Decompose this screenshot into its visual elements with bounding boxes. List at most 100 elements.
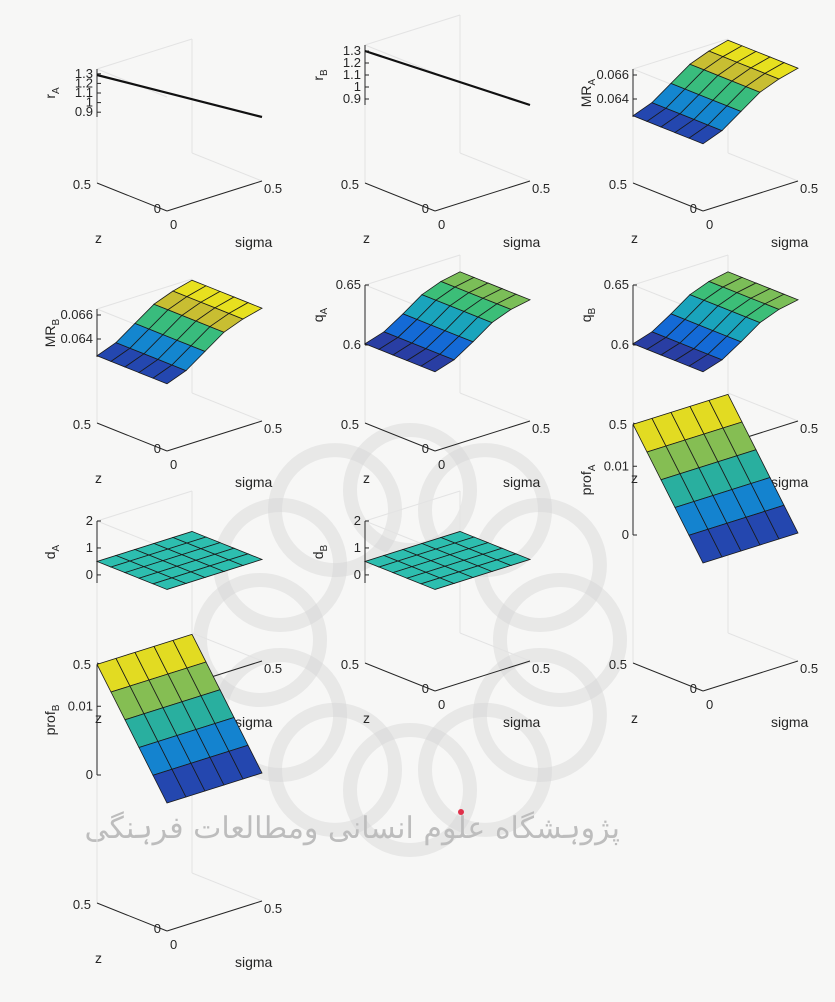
rosette-petal-icon bbox=[493, 573, 627, 707]
sigma-axis-label: sigma bbox=[771, 474, 809, 490]
z-depth-axis bbox=[96, 182, 168, 212]
depth-tick-label: 0 bbox=[690, 201, 697, 216]
z-axis-label: qB bbox=[578, 307, 598, 322]
grid-line bbox=[96, 278, 193, 310]
sigma-axis bbox=[434, 180, 531, 212]
sigma-tick-label: 0.5 bbox=[800, 181, 818, 196]
depth-tick-label: 0.5 bbox=[73, 897, 91, 912]
depth-axis-label: z bbox=[95, 950, 102, 966]
grid-line bbox=[364, 14, 461, 46]
z-tick-label: 1.1 bbox=[343, 67, 361, 82]
z-axis-label-main: MR bbox=[578, 85, 594, 107]
rosette-petal-icon bbox=[418, 702, 552, 837]
grid-line bbox=[364, 490, 461, 522]
z-tick-label: 2 bbox=[354, 513, 361, 528]
panel-rB: 0.911.11.21.3 0.5 00 0.5 sigma z rB bbox=[310, 14, 550, 250]
rosette-petal-icon bbox=[472, 648, 607, 782]
sigma-tick-label: 0.5 bbox=[532, 181, 550, 196]
z-depth-axis bbox=[364, 662, 436, 692]
z-axis-label-main: r bbox=[42, 94, 58, 99]
sigma-axis-label: sigma bbox=[235, 234, 273, 250]
sigma-tick-label: 0 bbox=[170, 457, 177, 472]
z-axis-label-sub: A bbox=[587, 78, 598, 85]
sigma-tick-label: 0.5 bbox=[532, 661, 550, 676]
sigma-tick-label: 0 bbox=[438, 217, 445, 232]
depth-tick-label: 0 bbox=[422, 681, 429, 696]
z-tick-label: 1 bbox=[86, 540, 93, 555]
z-tick-label: 2 bbox=[86, 513, 93, 528]
z-axis-label: dA bbox=[42, 544, 62, 559]
depth-axis-label: z bbox=[363, 710, 370, 726]
depth-axis-label: z bbox=[363, 470, 370, 486]
rosette-petal-icon bbox=[193, 573, 327, 707]
grid-line bbox=[364, 254, 461, 286]
sigma-tick-label: 0.5 bbox=[800, 421, 818, 436]
z-tick-label: 0 bbox=[86, 767, 93, 782]
watermark-text: پژوہشگاه علوم انسانی ومطالعات فرہنگی bbox=[84, 811, 620, 846]
grid-line bbox=[191, 872, 263, 902]
depth-axis-label: z bbox=[631, 710, 638, 726]
z-tick-label: 0.064 bbox=[596, 91, 629, 106]
sigma-tick-label: 0.5 bbox=[264, 901, 282, 916]
z-tick-label: 1.2 bbox=[75, 75, 93, 90]
z-axis-label-main: q bbox=[578, 314, 594, 322]
panel-MRB: 0.064 0.066 0.5 00 0.5 sigma z MRB bbox=[42, 278, 282, 490]
sigma-axis-label: sigma bbox=[503, 714, 541, 730]
depth-tick-label: 0.5 bbox=[73, 177, 91, 192]
grid-line bbox=[632, 254, 729, 286]
depth-tick-label: 0 bbox=[422, 201, 429, 216]
grid-line bbox=[191, 632, 263, 662]
z-depth-axis bbox=[364, 182, 436, 212]
sigma-axis-label: sigma bbox=[771, 234, 809, 250]
surface-patch bbox=[764, 293, 799, 310]
z-tick-label: 0 bbox=[354, 567, 361, 582]
z-axis-label: dB bbox=[310, 544, 330, 559]
sigma-axis-label: sigma bbox=[235, 714, 273, 730]
sigma-tick-label: 0 bbox=[438, 697, 445, 712]
z-tick-label: 0.6 bbox=[343, 337, 361, 352]
z-tick-label: 1.1 bbox=[75, 85, 93, 100]
surface-patch bbox=[496, 293, 531, 310]
sigma-tick-label: 0.5 bbox=[264, 661, 282, 676]
z-tick-label: 1.3 bbox=[343, 43, 361, 58]
grid-line bbox=[727, 392, 799, 422]
rosette-petal-icon bbox=[268, 702, 402, 837]
sigma-axis bbox=[434, 660, 531, 692]
depth-tick-label: 0.5 bbox=[341, 657, 359, 672]
sigma-tick-label: 0 bbox=[170, 937, 177, 952]
z-axis-label: qA bbox=[310, 307, 330, 322]
z-axis-label: rB bbox=[310, 69, 330, 81]
sigma-axis-label: sigma bbox=[235, 474, 273, 490]
rosette-petal-icon bbox=[268, 443, 402, 578]
sigma-axis bbox=[434, 420, 531, 452]
z-axis-label-sub: B bbox=[51, 318, 62, 325]
sigma-tick-label: 0 bbox=[706, 217, 713, 232]
depth-tick-label: 0.5 bbox=[609, 417, 627, 432]
z-tick-label: 0.064 bbox=[60, 331, 93, 346]
depth-axis-label: z bbox=[95, 710, 102, 726]
depth-tick-label: 0.5 bbox=[609, 177, 627, 192]
z-axis-label: profB bbox=[42, 704, 62, 735]
depth-tick-label: 0.5 bbox=[609, 657, 627, 672]
panel-qA: 0.6 0.65 0.5 00 0.5 sigma z qA bbox=[310, 254, 550, 490]
depth-axis-label: z bbox=[95, 230, 102, 246]
z-axis-label: rA bbox=[42, 87, 62, 99]
z-tick-label: 1.2 bbox=[343, 55, 361, 70]
sigma-axis bbox=[702, 660, 799, 692]
z-depth-axis bbox=[632, 662, 704, 692]
sigma-tick-label: 0 bbox=[706, 697, 713, 712]
sigma-axis-label: sigma bbox=[503, 234, 541, 250]
grid-line bbox=[727, 152, 799, 182]
grid-line bbox=[191, 152, 263, 182]
z-tick-label: 1 bbox=[354, 79, 361, 94]
z-tick-label: 0.9 bbox=[75, 104, 93, 119]
panel-MRA: 0.064 0.066 0.5 00 0.5 sigma z MRA bbox=[578, 38, 818, 250]
rosette-petal-icon bbox=[343, 723, 477, 857]
surface-patch bbox=[764, 504, 799, 540]
depth-axis-label: z bbox=[631, 470, 638, 486]
z-tick-label: 0.01 bbox=[68, 698, 93, 713]
